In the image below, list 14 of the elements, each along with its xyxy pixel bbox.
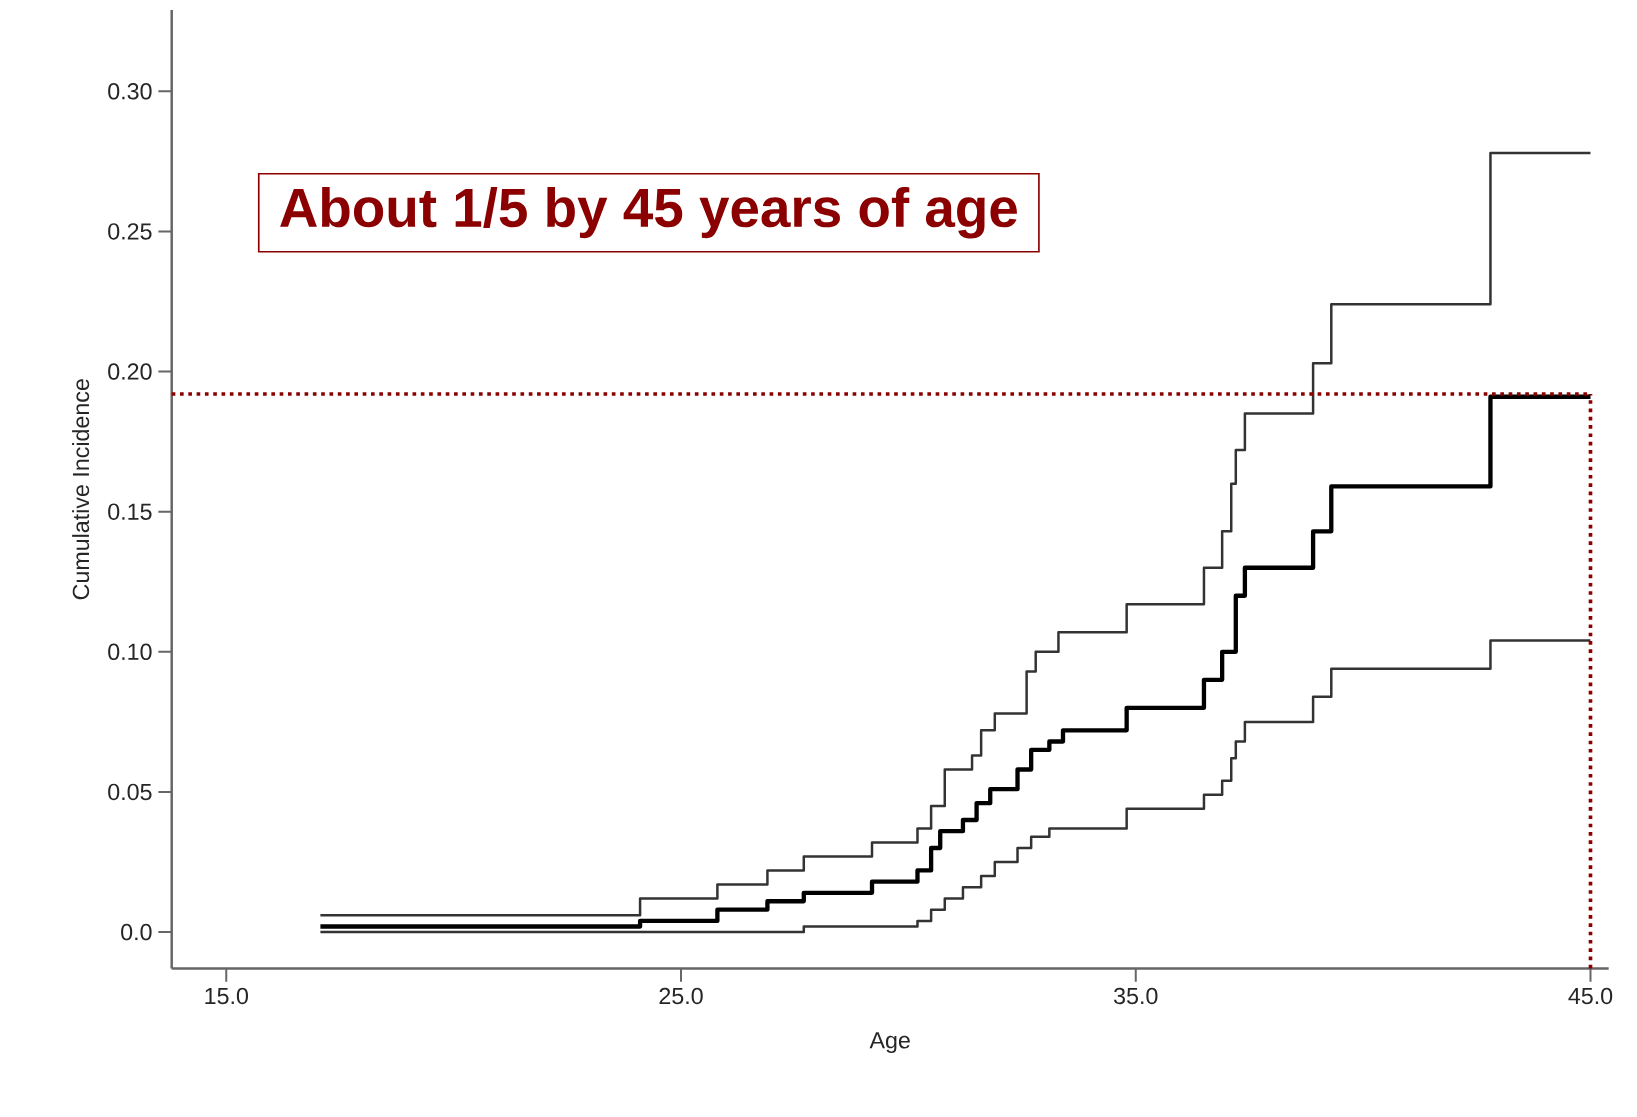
y-axis-title: Cumulative Incidence — [72, 379, 90, 600]
x-axis-title: Age — [869, 1032, 910, 1054]
y-tick-label: 0.10 — [108, 643, 152, 661]
x-tick-label: 25.0 — [659, 987, 703, 1005]
y-tick-label: 0.25 — [108, 223, 152, 240]
y-tick-label: 0.0 — [121, 923, 152, 941]
x-tick-label: 35.0 — [1114, 987, 1158, 1005]
y-tick-label: 0.15 — [108, 503, 152, 520]
annotation: About 1/5 by 45 years of age — [280, 187, 1017, 239]
x-tick-label: 15.0 — [205, 987, 248, 1005]
x-tick-label: 45.0 — [1568, 987, 1613, 1005]
y-tick-label: 0.30 — [108, 83, 152, 100]
y-tick-label: 0.05 — [108, 783, 152, 801]
y-tick-label: 0.20 — [108, 363, 152, 380]
